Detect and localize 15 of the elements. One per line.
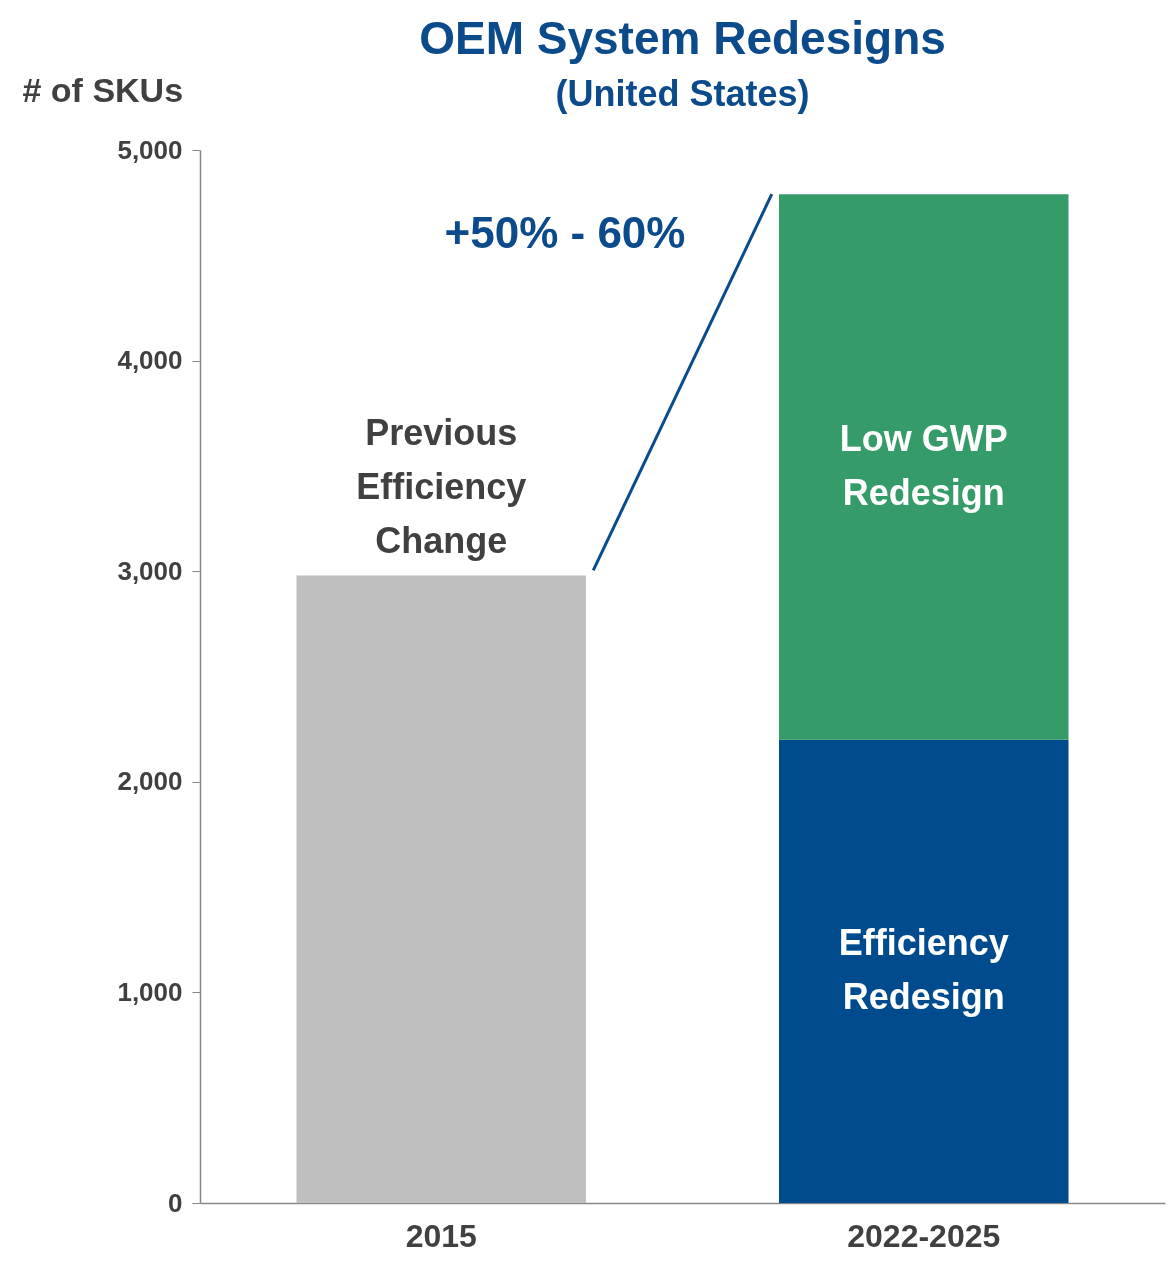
y-tick-label: 4,000 [117, 345, 183, 376]
y-tick-label: 3,000 [117, 555, 183, 586]
chart-subtitle: (United States) [555, 73, 810, 114]
y-tick-label: 5,000 [117, 134, 183, 165]
series-label: Efficiency Redesign [838, 922, 1009, 1018]
series-label: Previous Efficiency Change [356, 412, 527, 562]
y-tick-label: 1,000 [117, 976, 183, 1007]
x-tick-label: 2015 [405, 1217, 477, 1254]
annotation: +50% - 60% [444, 208, 686, 257]
y-axis-title: # of SKUs [22, 70, 184, 109]
y-tick-label: 2,000 [117, 766, 183, 797]
x-tick-label: 2022-2025 [847, 1217, 1001, 1254]
series-label: Low GWP Redesign [839, 417, 1008, 513]
chart-title: OEM System Redesigns [419, 12, 946, 64]
y-tick-label: 0 [168, 1187, 183, 1218]
